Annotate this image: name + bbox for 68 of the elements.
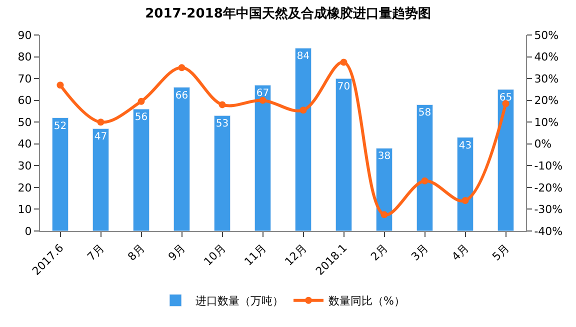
point: [300, 106, 307, 114]
y2-tick-label: 30%: [534, 72, 559, 86]
point: [259, 96, 266, 104]
bar: [254, 84, 272, 231]
x-tick-label: 2月: [368, 242, 390, 264]
bar: [497, 89, 514, 231]
data-label: 52: [54, 120, 67, 132]
y2-tick-label: 0%: [534, 138, 552, 151]
data-label: 67: [256, 88, 270, 100]
chart-title: 2017-2018年中国天然及合成橡胶进口量趋势图: [145, 5, 431, 22]
data-label: 84: [296, 51, 310, 62]
y2-tick-label: -10%: [534, 160, 563, 173]
point: [340, 58, 348, 66]
point: [138, 98, 145, 105]
data-label: 70: [337, 82, 350, 93]
bar: [376, 148, 393, 231]
data-label: 56: [134, 112, 148, 124]
y2-tick-label: 10%: [534, 116, 559, 129]
y-tick-label: 70: [18, 72, 32, 86]
y-tick-label: 0: [24, 224, 32, 238]
y-tick-label: 80: [18, 50, 32, 64]
data-label: 43: [458, 140, 472, 152]
y2-tick-label: -30%: [534, 203, 563, 216]
bar: [132, 108, 150, 231]
data-label: 65: [499, 92, 512, 104]
point: [380, 211, 388, 218]
x-tick-label: 10月: [201, 242, 228, 268]
point: [421, 177, 428, 184]
y-tick-label: 60: [18, 94, 32, 108]
y2-tick-label: 20%: [534, 94, 559, 108]
point: [97, 118, 104, 126]
bar: [173, 87, 190, 231]
data-label: 47: [94, 132, 108, 143]
bar: [335, 78, 352, 231]
point: [462, 197, 469, 204]
x-tick-label: 12月: [282, 242, 310, 268]
y2-tick-label: 40%: [534, 50, 559, 64]
bar: [416, 104, 434, 231]
data-label: 53: [216, 118, 229, 130]
y-tick-label: 50: [18, 116, 32, 129]
point: [218, 101, 226, 108]
x-tick-label: 4月: [449, 242, 472, 264]
x-tick-label: 11月: [242, 242, 269, 268]
x-tick-label: 9月: [166, 242, 188, 264]
data-label: 38: [378, 151, 391, 162]
bar: [52, 118, 69, 231]
y-tick-label: 10: [18, 203, 32, 216]
data-label: 58: [418, 108, 432, 119]
x-tick-label: 8月: [125, 242, 148, 264]
legend-label: 数量同比（%）: [328, 294, 405, 308]
y-tick-label: 30: [18, 160, 32, 173]
bar: [214, 115, 231, 231]
legend-label: 进口数量（万吨）: [196, 294, 284, 308]
y2-tick-label: 50%: [534, 28, 559, 42]
y2-tick-label: -40%: [534, 224, 563, 238]
data-label: 66: [175, 90, 188, 102]
point: [178, 64, 186, 72]
y-tick-label: 40: [18, 138, 32, 151]
y-tick-label: 20: [18, 181, 32, 194]
x-tick-label: 7月: [84, 242, 107, 264]
bar: [456, 137, 474, 231]
x-tick-label: 3月: [408, 242, 431, 264]
x-tick-label: 5月: [490, 242, 512, 264]
point: [56, 82, 64, 89]
y-tick-label: 90: [18, 28, 32, 42]
bar: [92, 128, 110, 231]
y2-tick-label: -20%: [534, 181, 563, 194]
bar: [294, 48, 312, 231]
